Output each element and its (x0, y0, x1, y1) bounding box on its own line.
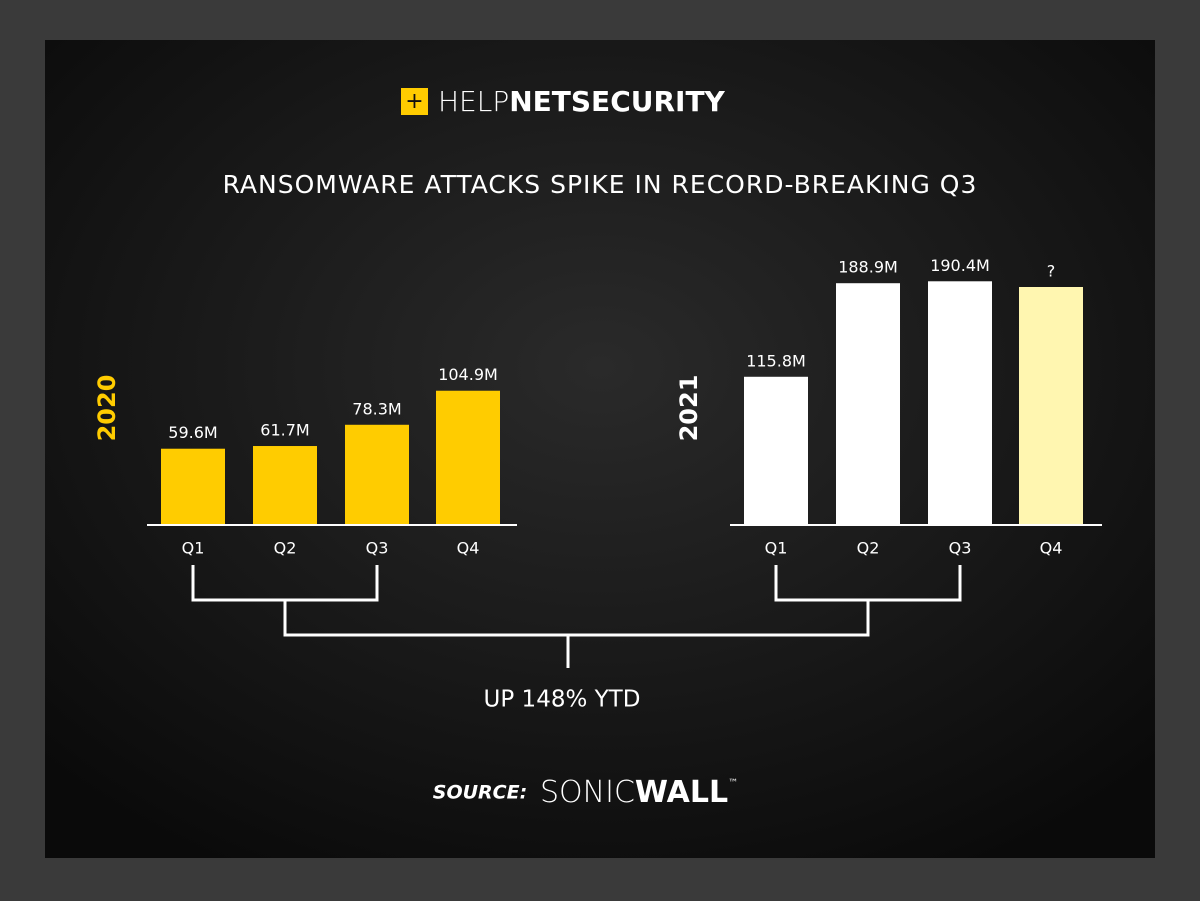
value-label: 59.6M (168, 423, 217, 442)
x-tick-label: Q4 (1040, 539, 1063, 558)
x-tick-label: Q1 (765, 539, 788, 558)
annotation: UP 148% YTD (484, 687, 641, 713)
bar (161, 448, 225, 525)
value-label: 115.8M (746, 351, 806, 370)
source-label: SOURCE: (433, 782, 527, 804)
bar (345, 424, 409, 525)
x-tick-label: Q3 (949, 539, 972, 558)
source-mark: ™ (728, 778, 738, 789)
logo-light: HELP (438, 85, 509, 118)
year-label: 2021 (675, 375, 703, 442)
bar (436, 390, 500, 525)
value-label: 188.9M (838, 258, 898, 277)
bar (928, 281, 992, 525)
value-label: ? (1047, 262, 1056, 281)
value-label: 78.3M (352, 399, 401, 418)
x-tick-label: Q2 (274, 539, 297, 558)
logo: HELPNETSECURITY (438, 85, 726, 118)
x-tick-label: Q3 (366, 539, 389, 558)
placeholder-bar (1019, 287, 1083, 525)
bar (744, 376, 808, 525)
brackets (191, 565, 962, 668)
year-label: 2020 (93, 375, 121, 442)
x-tick-label: Q4 (457, 539, 480, 558)
x-tick-label: Q1 (182, 539, 205, 558)
title: RANSOMWARE ATTACKS SPIKE IN RECORD-BREAK… (223, 170, 978, 199)
bar (253, 446, 317, 525)
value-label: 190.4M (930, 256, 990, 275)
value-label: 61.7M (260, 421, 309, 440)
logo-icon (401, 88, 428, 115)
source-bold: WALL (635, 775, 728, 810)
logo-bold: NETSECURITY (509, 85, 725, 118)
bar (836, 283, 900, 525)
value-label: 104.9M (438, 365, 498, 384)
x-tick-label: Q2 (857, 539, 880, 558)
source-name: SONICWALL™ (540, 775, 738, 810)
source-light: SONIC (540, 775, 635, 810)
logo-plus: + (405, 89, 423, 114)
